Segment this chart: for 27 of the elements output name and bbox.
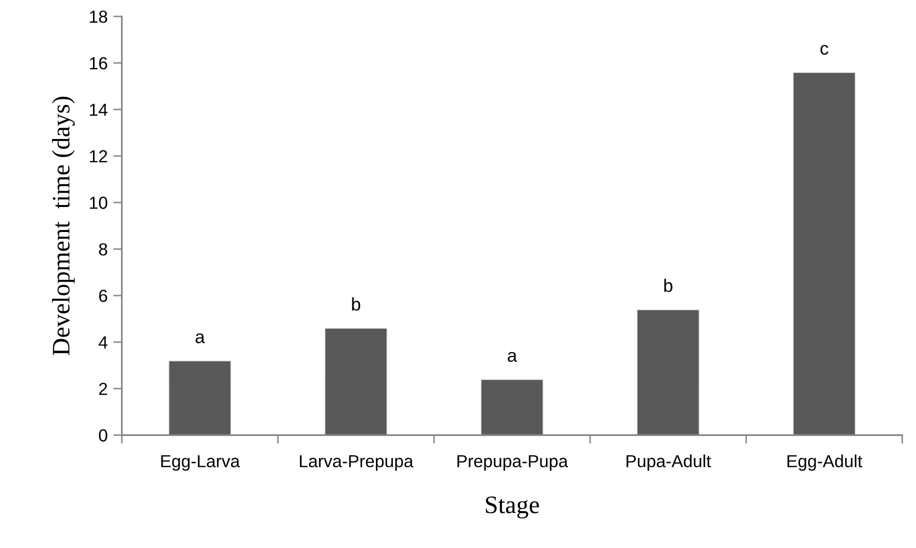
bar [168,360,232,436]
annotation: a [508,352,518,362]
x-tick-label: Larva-Prepupa [300,455,414,471]
annotation: b [352,297,360,311]
bar [636,308,700,436]
x-tick-label: Pupa-Adult [626,454,711,471]
annotation: c [820,44,828,55]
y-tick-label: 10 [90,196,108,209]
y-tick-label: 18 [90,10,108,23]
x-tick-label: Prepupa-Pupa [457,455,568,471]
x-tick-label: Egg-Larva [161,455,240,471]
y-tick-label: 0 [98,429,108,442]
bar [324,328,388,436]
bar [480,378,544,436]
annotation: b [664,278,672,292]
y-tick-label: 6 [99,290,108,302]
bar [792,72,856,436]
x-axis-title: Stage [486,496,539,518]
y-tick-label: 2 [99,382,108,395]
y-axis-title: Development time (days) [52,96,75,356]
y-tick-label: 4 [98,336,108,348]
y-tick-label: 16 [90,57,108,70]
y-tick-label: 8 [99,243,108,256]
y-tick-label: 14 [90,104,108,116]
annotation: a [196,333,205,344]
x-tick-label: Egg-Adult [788,454,862,471]
y-tick-label: 12 [90,150,108,162]
